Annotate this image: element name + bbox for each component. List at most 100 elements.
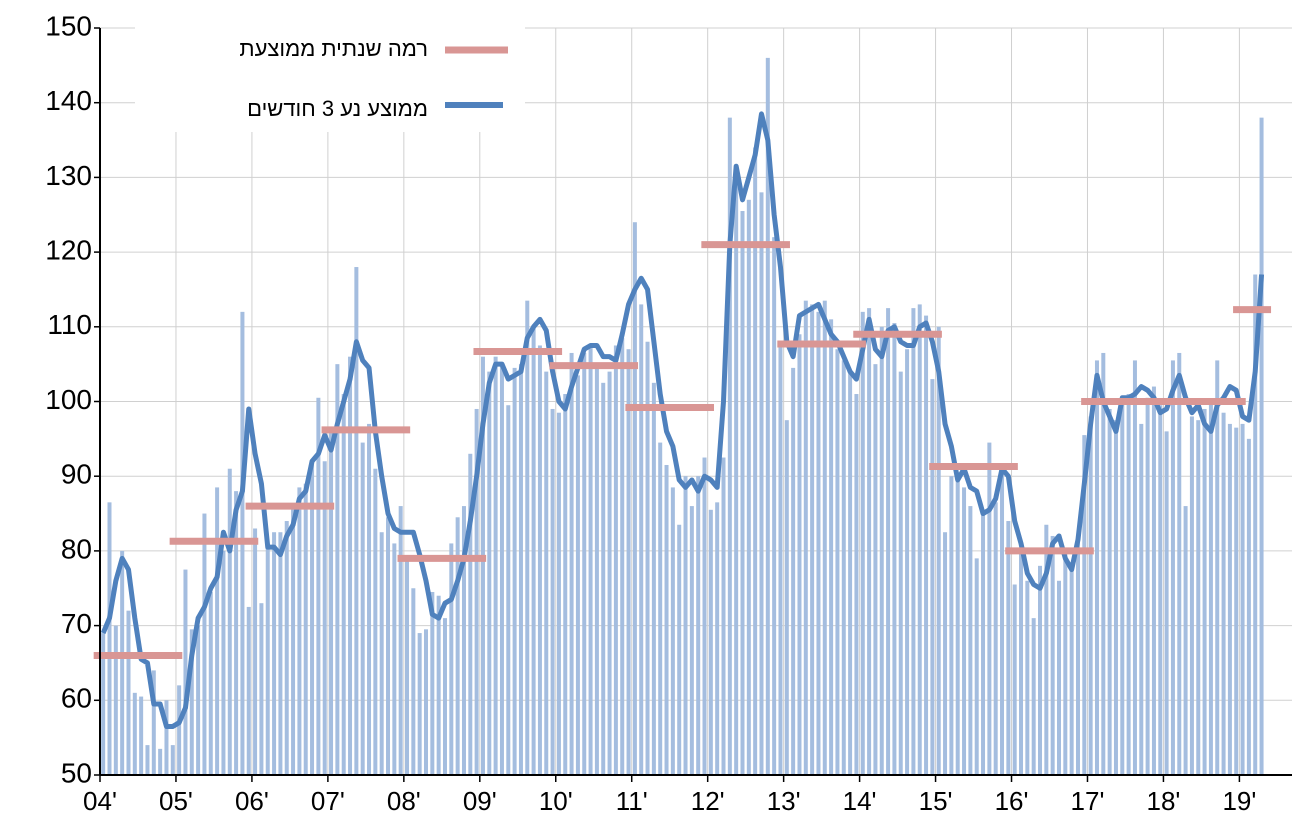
bar bbox=[493, 356, 498, 775]
bar bbox=[379, 532, 384, 775]
bar bbox=[721, 457, 726, 775]
bar bbox=[145, 745, 150, 775]
bar bbox=[1101, 352, 1106, 775]
bar bbox=[664, 464, 669, 775]
bar bbox=[1234, 427, 1239, 775]
bar bbox=[291, 506, 296, 775]
bar bbox=[525, 300, 530, 775]
bar bbox=[449, 543, 454, 775]
x-tick-label: 09' bbox=[463, 786, 497, 816]
bar bbox=[613, 345, 618, 775]
bar bbox=[335, 364, 340, 775]
x-tick-label: 05' bbox=[159, 786, 193, 816]
bar bbox=[284, 521, 289, 775]
bar bbox=[873, 364, 878, 775]
bar bbox=[816, 311, 821, 775]
y-tick-label: 130 bbox=[45, 160, 92, 191]
bar bbox=[930, 379, 935, 775]
bar bbox=[607, 371, 612, 775]
bar bbox=[797, 334, 802, 775]
bar bbox=[430, 591, 435, 775]
bar bbox=[537, 345, 542, 775]
bar bbox=[196, 625, 201, 775]
bar bbox=[132, 692, 137, 775]
bar bbox=[455, 517, 460, 775]
bar bbox=[1215, 360, 1220, 775]
bar bbox=[1038, 565, 1043, 775]
bar bbox=[322, 461, 327, 775]
bar bbox=[436, 595, 441, 775]
bar bbox=[848, 371, 853, 775]
moving-average-line bbox=[100, 111, 1265, 729]
bar bbox=[405, 558, 410, 775]
bar bbox=[158, 748, 163, 775]
bar bbox=[310, 461, 315, 775]
bar bbox=[1170, 360, 1175, 775]
bar bbox=[588, 345, 593, 775]
bar bbox=[1019, 550, 1024, 775]
bar bbox=[367, 423, 372, 775]
bar bbox=[1000, 472, 1005, 775]
bar bbox=[227, 468, 232, 775]
bar bbox=[778, 341, 783, 775]
bar bbox=[1183, 506, 1188, 775]
bar bbox=[803, 300, 808, 775]
bar bbox=[822, 300, 827, 775]
bar bbox=[753, 147, 758, 775]
bar bbox=[253, 528, 258, 775]
legend-label: רמה שנתית ממוצעת bbox=[239, 36, 428, 61]
x-tick-label: 04' bbox=[83, 786, 117, 816]
bar bbox=[727, 117, 732, 775]
bar bbox=[208, 591, 213, 775]
bar bbox=[189, 629, 194, 775]
bar bbox=[1139, 423, 1144, 775]
y-tick-label: 90 bbox=[61, 459, 92, 490]
bar bbox=[955, 479, 960, 775]
bar bbox=[867, 308, 872, 775]
bar bbox=[215, 487, 220, 775]
bar bbox=[772, 237, 777, 775]
y-tick-label: 80 bbox=[61, 533, 92, 564]
bar bbox=[1151, 386, 1156, 775]
bar bbox=[518, 364, 523, 775]
bar bbox=[1031, 618, 1036, 775]
bar bbox=[575, 375, 580, 775]
bar bbox=[734, 173, 739, 776]
bar bbox=[442, 618, 447, 775]
bar bbox=[120, 550, 125, 775]
bar bbox=[670, 487, 675, 775]
bar bbox=[829, 319, 834, 775]
bar bbox=[1082, 435, 1087, 775]
bar bbox=[487, 371, 492, 775]
bar bbox=[107, 502, 112, 775]
bar bbox=[765, 57, 770, 775]
bar bbox=[221, 550, 226, 775]
x-tick-label: 16' bbox=[995, 786, 1029, 816]
bar bbox=[1177, 352, 1182, 775]
bar bbox=[354, 267, 359, 775]
bar bbox=[917, 304, 922, 775]
bar bbox=[645, 341, 650, 775]
bar bbox=[936, 326, 941, 775]
bar bbox=[1158, 405, 1163, 775]
bar bbox=[740, 211, 745, 775]
bar bbox=[582, 352, 587, 775]
bar bbox=[1107, 408, 1112, 775]
bar bbox=[1221, 412, 1226, 775]
x-tick-label: 18' bbox=[1146, 786, 1180, 816]
bar bbox=[1025, 580, 1030, 775]
bar bbox=[974, 558, 979, 775]
bar bbox=[993, 502, 998, 775]
bar bbox=[987, 442, 992, 775]
bar bbox=[569, 352, 574, 775]
bar bbox=[835, 349, 840, 775]
bar bbox=[759, 192, 764, 776]
bar bbox=[1113, 420, 1118, 775]
bar bbox=[341, 394, 346, 775]
y-tick-label: 70 bbox=[61, 608, 92, 639]
bar bbox=[746, 199, 751, 775]
axes: 50 60 70 80 90 100 110 120 130 140 150 04' 05' 06' 07'… bbox=[45, 10, 1292, 816]
bar bbox=[594, 364, 599, 775]
bar bbox=[689, 506, 694, 775]
bar bbox=[360, 442, 365, 775]
